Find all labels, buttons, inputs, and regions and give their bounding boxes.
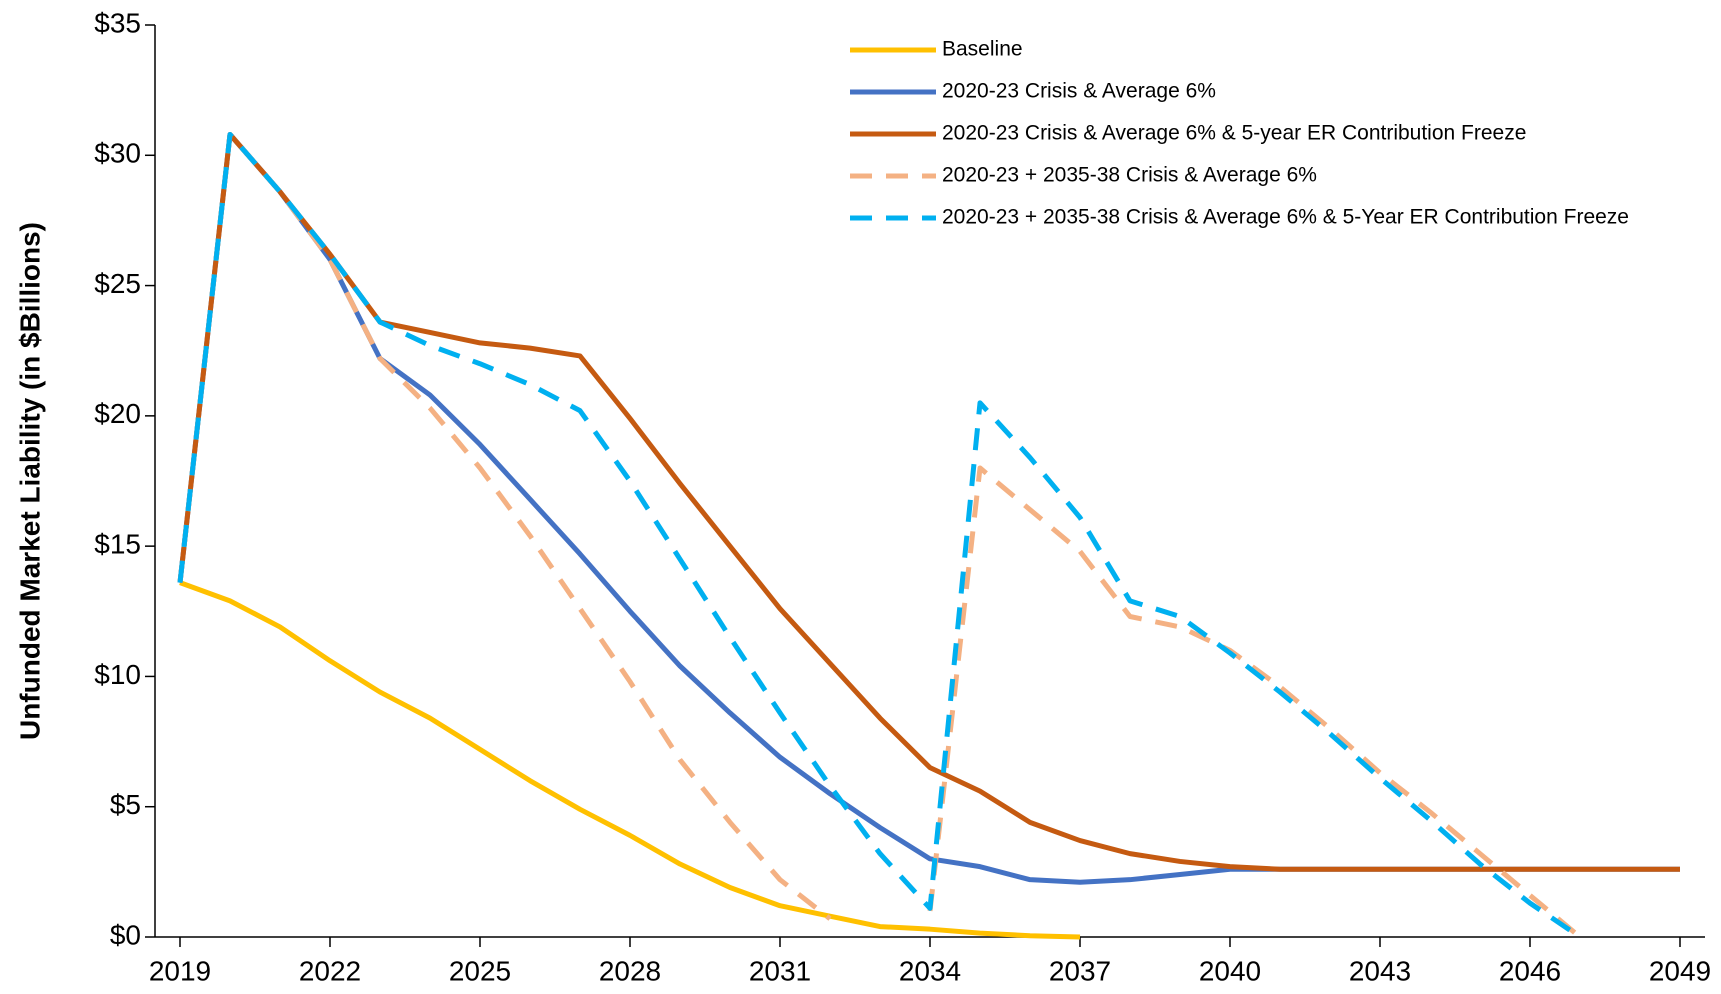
x-tick-label: 2046 bbox=[1499, 955, 1561, 986]
series-line bbox=[177, 131, 1582, 940]
legend-label: Baseline bbox=[942, 38, 1023, 61]
y-tick-label: $25 bbox=[94, 268, 141, 299]
y-tick-label: $0 bbox=[110, 919, 141, 950]
x-tick-label: 2043 bbox=[1349, 955, 1411, 986]
y-axis-label: Unfunded Market Liability (in $Billions) bbox=[14, 222, 45, 740]
x-tick-label: 2031 bbox=[749, 955, 811, 986]
y-tick-label: $35 bbox=[94, 7, 141, 38]
legend-label: 2020-23 Crisis & Average 6% & 5-year ER … bbox=[942, 122, 1526, 145]
x-tick-label: 2025 bbox=[449, 955, 511, 986]
y-tick-label: $15 bbox=[94, 529, 141, 560]
legend-label: 2020-23 + 2035-38 Crisis & Average 6% & … bbox=[942, 206, 1629, 229]
x-tick-label: 2034 bbox=[899, 955, 961, 986]
x-tick-label: 2019 bbox=[149, 955, 211, 986]
x-tick-label: 2028 bbox=[599, 955, 661, 986]
series-line bbox=[177, 131, 1680, 872]
legend-label: 2020-23 Crisis & Average 6% bbox=[942, 80, 1216, 103]
x-tick-label: 2040 bbox=[1199, 955, 1261, 986]
y-tick-label: $10 bbox=[94, 659, 141, 690]
x-tick-label: 2049 bbox=[1649, 955, 1711, 986]
y-tick-label: $5 bbox=[110, 789, 141, 820]
series-line bbox=[927, 465, 1582, 939]
y-tick-label: $30 bbox=[94, 138, 141, 169]
x-tick-label: 2022 bbox=[299, 955, 361, 986]
series-line bbox=[179, 580, 1081, 940]
y-tick-label: $20 bbox=[94, 398, 141, 429]
series-line bbox=[177, 131, 832, 921]
legend-label: 2020-23 + 2035-38 Crisis & Average 6% bbox=[942, 164, 1317, 187]
x-tick-label: 2037 bbox=[1049, 955, 1111, 986]
